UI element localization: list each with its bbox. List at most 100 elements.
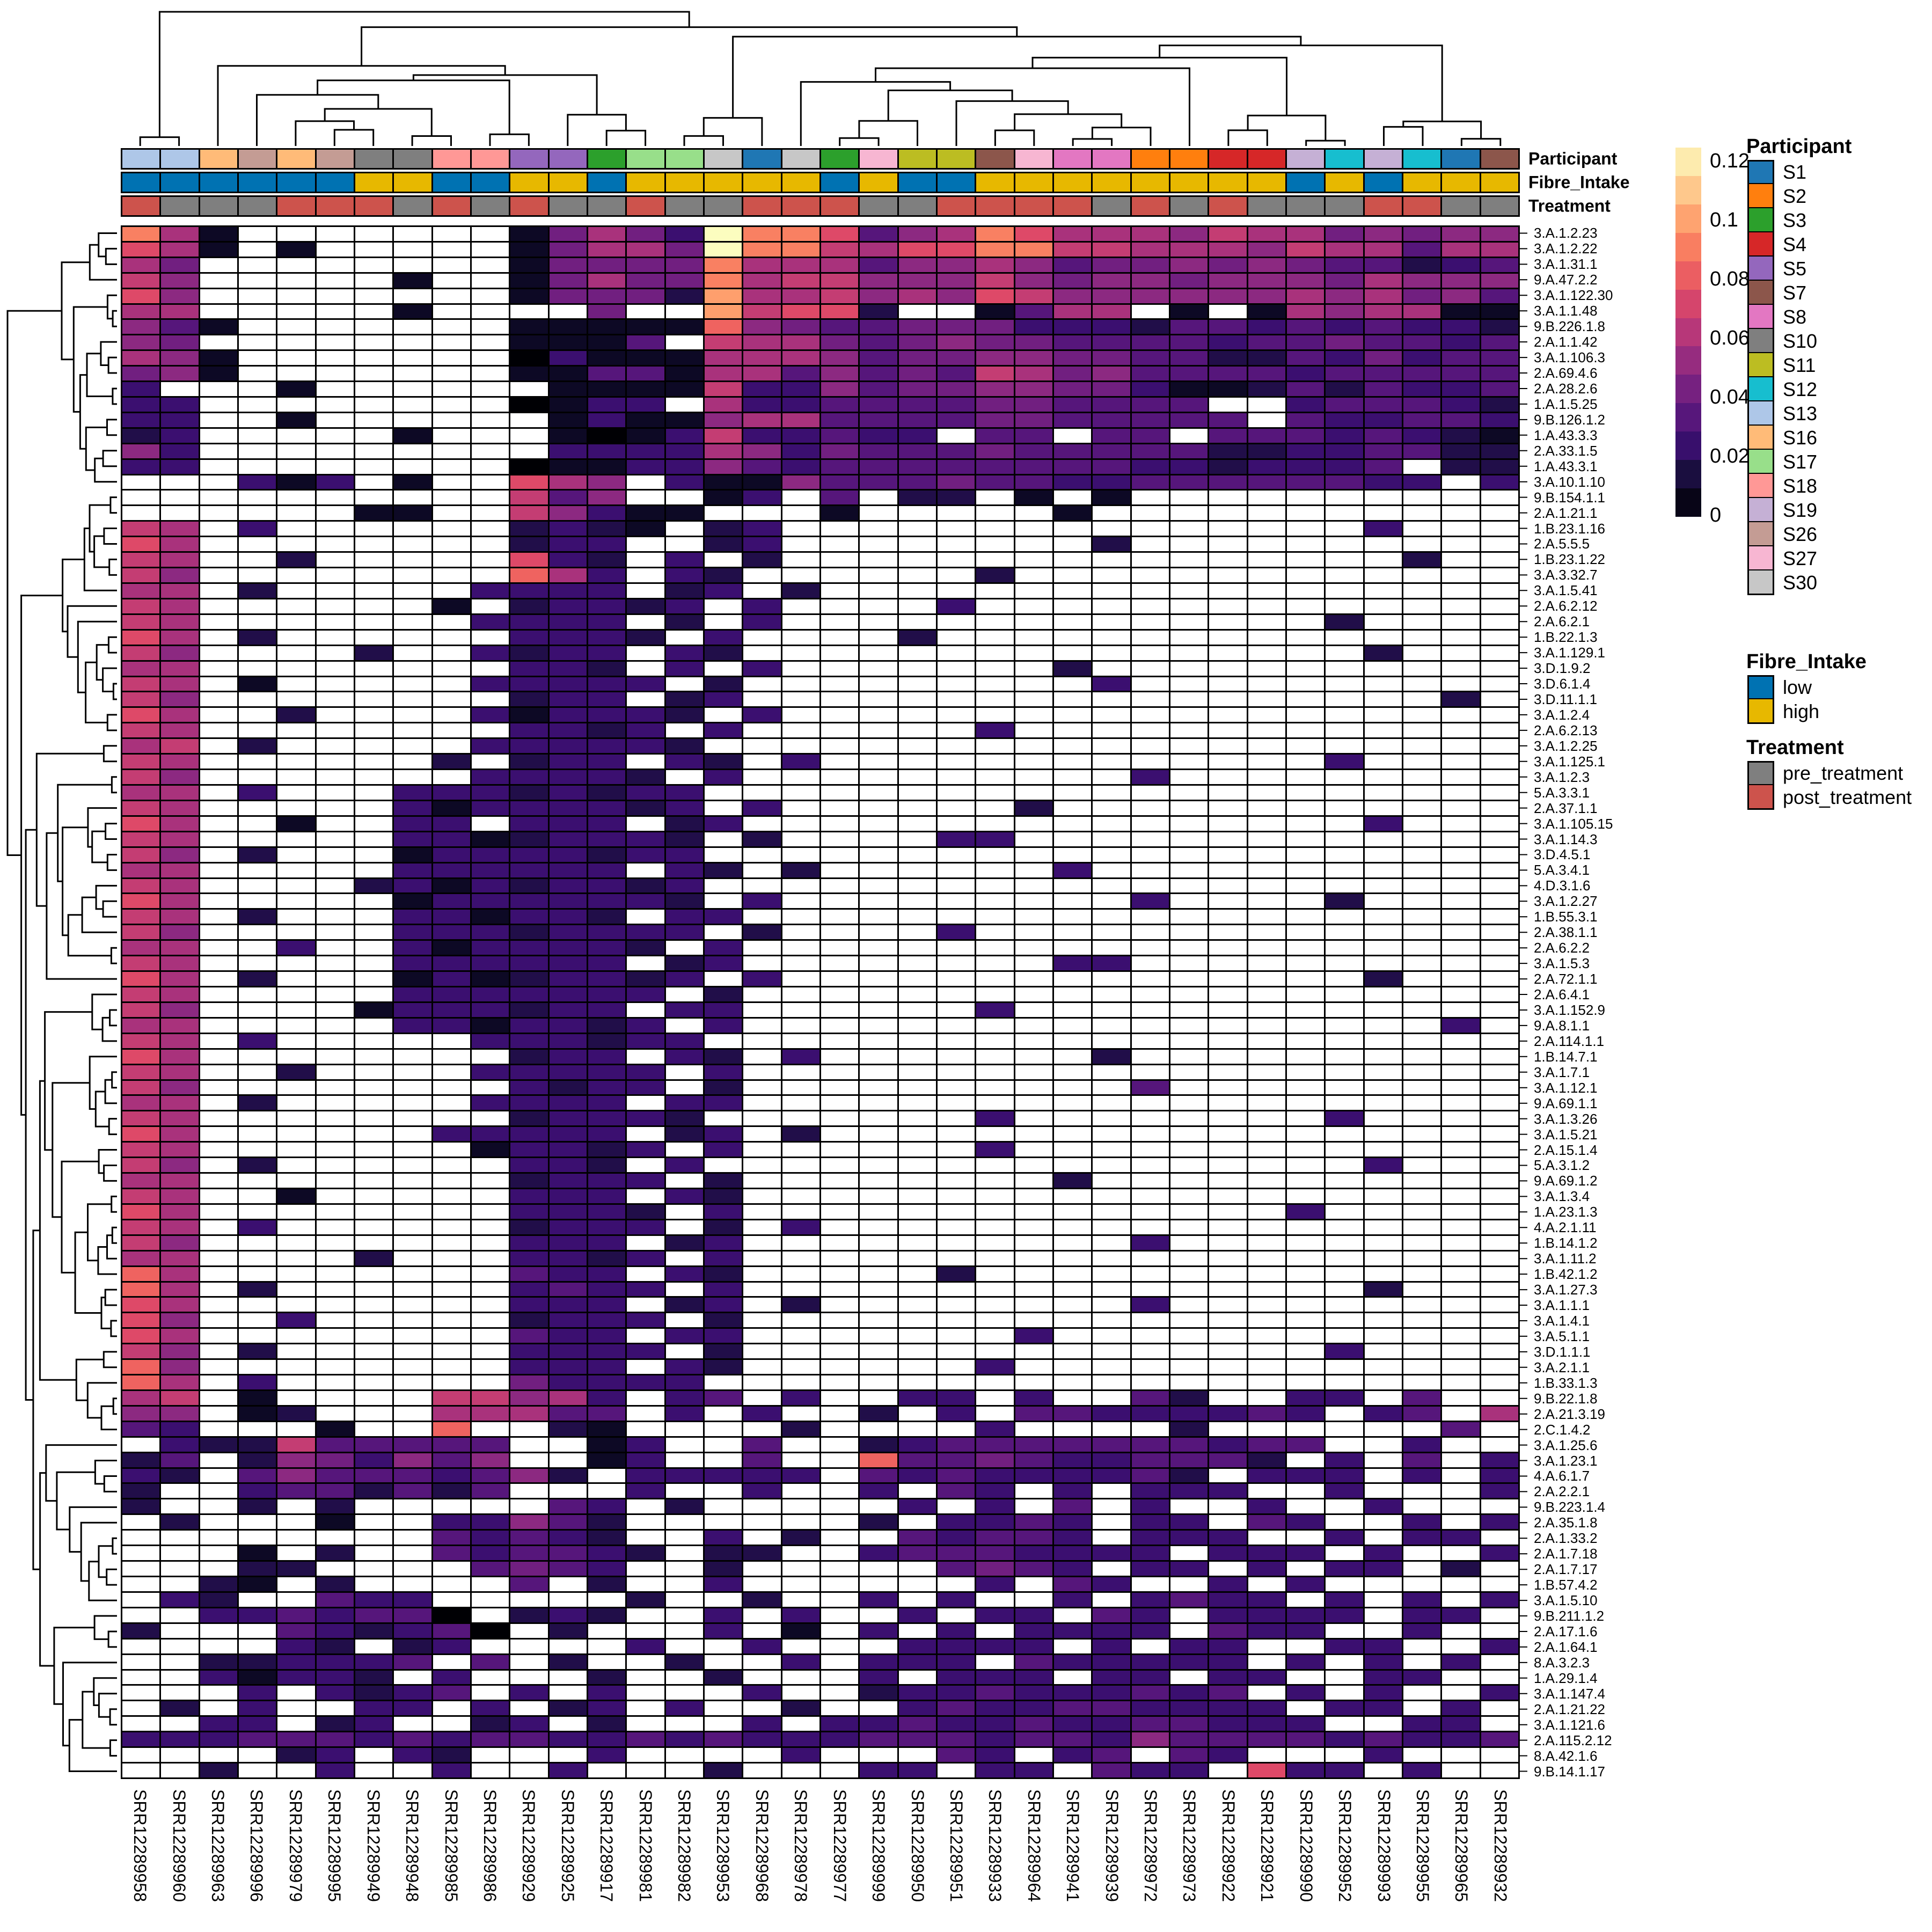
row-label: 3.A.1.2.23 [1534, 225, 1598, 241]
heatmap-cell [1481, 491, 1518, 505]
heatmap-cell [665, 1158, 703, 1173]
heatmap-cell [277, 972, 315, 986]
heatmap-cell [743, 1623, 781, 1638]
heatmap-cell [1287, 1608, 1324, 1622]
heatmap-cell [549, 708, 587, 722]
annotation-title-fibre-intake: Fibre_Intake [1528, 172, 1630, 192]
heatmap-cell [433, 1143, 470, 1157]
heatmap-cell [665, 1406, 703, 1421]
heatmap-cell [705, 1329, 742, 1343]
row-label: 2.A.115.2.12 [1534, 1732, 1612, 1748]
row-label: 9.B.154.1.1 [1534, 489, 1605, 506]
heatmap-cell [1481, 879, 1518, 893]
heatmap-cell [627, 320, 664, 334]
heatmap-cell [200, 677, 237, 691]
heatmap-cell [472, 1034, 509, 1048]
heatmap-cell [898, 1577, 936, 1591]
heatmap-cell [821, 289, 859, 303]
heatmap-cell [355, 801, 393, 815]
heatmap-cell [705, 1763, 742, 1777]
heatmap-cell [743, 692, 781, 707]
annotation-cell [1481, 173, 1518, 192]
heatmap-cell [860, 941, 897, 955]
heatmap-cell [1093, 537, 1130, 552]
heatmap-cell [316, 1065, 354, 1079]
heatmap-cell [239, 599, 276, 613]
heatmap-cell [239, 1468, 276, 1483]
heatmap-cell [510, 475, 548, 489]
heatmap-cell [860, 1592, 897, 1607]
heatmap-cell [433, 1748, 470, 1762]
heatmap-cell [705, 1686, 742, 1700]
heatmap-cell [782, 1143, 819, 1157]
heatmap-cell [898, 1468, 936, 1483]
heatmap-cell [510, 879, 548, 893]
heatmap-cell [549, 1204, 587, 1219]
heatmap-cell [1403, 1127, 1441, 1141]
heatmap-cell [510, 1422, 548, 1436]
heatmap-cell [1364, 1639, 1402, 1653]
heatmap-cell [161, 692, 199, 707]
heatmap-cell [1287, 1592, 1324, 1607]
heatmap-cell [1093, 1562, 1130, 1576]
heatmap-cell [549, 459, 587, 474]
heatmap-cell [549, 1065, 587, 1079]
heatmap-cell [1403, 1701, 1441, 1716]
heatmap-cell [122, 925, 160, 940]
heatmap-cell [627, 1065, 664, 1079]
heatmap-cell [1054, 1143, 1092, 1157]
heatmap-cell [122, 227, 160, 241]
heatmap-cell [239, 1158, 276, 1173]
heatmap-cell [1131, 1453, 1169, 1467]
heatmap-cell [200, 1562, 237, 1576]
heatmap-cell [938, 304, 975, 319]
heatmap-cell [1481, 801, 1518, 815]
row-label: 3.A.1.152.9 [1534, 1001, 1605, 1018]
heatmap-cell [1403, 428, 1441, 443]
heatmap-cell [394, 289, 431, 303]
heatmap-cell [898, 1515, 936, 1529]
heatmap-cell [1170, 801, 1208, 815]
heatmap-cell [200, 568, 237, 583]
heatmap-cell [976, 1329, 1014, 1343]
heatmap-cell [316, 584, 354, 598]
heatmap-cell [1403, 972, 1441, 986]
heatmap-cell [588, 1344, 626, 1359]
heatmap-cell [898, 584, 936, 598]
annotation-bar-treatment [121, 195, 1520, 217]
heatmap-cell [316, 1111, 354, 1126]
heatmap-cell [821, 1655, 859, 1669]
heatmap-cell [860, 367, 897, 381]
heatmap-cell [782, 1235, 819, 1250]
heatmap-cell [588, 289, 626, 303]
heatmap-cell [161, 227, 199, 241]
heatmap-cell [510, 1531, 548, 1545]
heatmap-cell [1093, 832, 1130, 846]
heatmap-cell [743, 584, 781, 598]
annotation-cell [433, 197, 470, 215]
heatmap-cell [1442, 1670, 1480, 1685]
heatmap-cell [355, 289, 393, 303]
heatmap-cell [976, 273, 1014, 288]
heatmap-cell [1170, 1406, 1208, 1421]
heatmap-cell [782, 1158, 819, 1173]
heatmap-cell [743, 770, 781, 784]
heatmap-cell [705, 367, 742, 381]
heatmap-cell [200, 1763, 237, 1777]
heatmap-cell [743, 1592, 781, 1607]
heatmap-cell [200, 1453, 237, 1467]
heatmap-cell [938, 1111, 975, 1126]
heatmap-cell [1015, 1049, 1052, 1064]
heatmap-cell [277, 879, 315, 893]
heatmap-cell [1248, 879, 1285, 893]
heatmap-cell [1403, 1577, 1441, 1591]
annotation-cell [355, 150, 393, 168]
heatmap-cell [277, 444, 315, 458]
heatmap-cell [394, 475, 431, 489]
heatmap-cell [316, 351, 354, 365]
heatmap-cell [510, 351, 548, 365]
heatmap-cell [1287, 491, 1324, 505]
heatmap-cell [510, 1577, 548, 1591]
colorbar-step [1675, 460, 1701, 489]
annotation-cell [1248, 150, 1285, 168]
